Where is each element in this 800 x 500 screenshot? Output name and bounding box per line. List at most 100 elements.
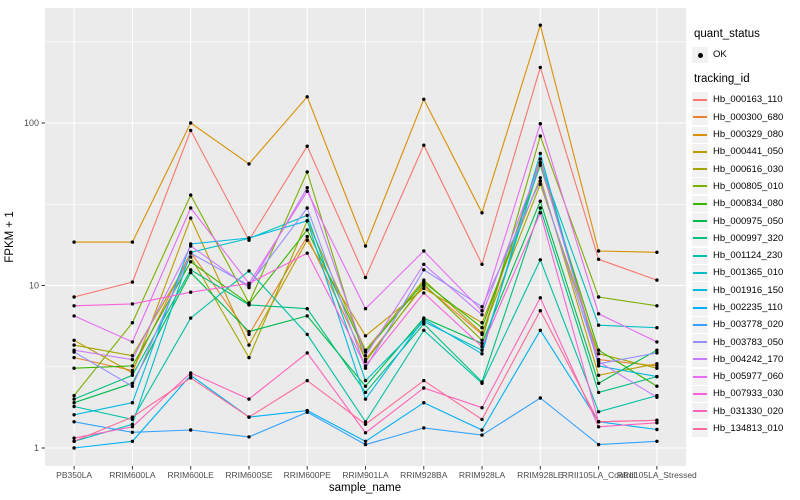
data-point (363, 442, 368, 447)
data-point (596, 442, 601, 447)
data-point (189, 371, 193, 375)
data-point (72, 436, 76, 440)
series-color-key-icon (692, 282, 708, 299)
data-point (538, 161, 542, 165)
legend-item: Hb_004242_170 (692, 351, 800, 368)
data-point (305, 219, 309, 223)
data-point (655, 395, 659, 399)
data-point (422, 426, 426, 430)
legend-item-ok: OK (692, 46, 800, 63)
legend-item-label: Hb_000616_030 (713, 163, 784, 175)
legend-item: Hb_000163_110 (692, 91, 800, 108)
data-point (247, 329, 251, 334)
data-point (305, 95, 309, 99)
data-point (655, 250, 659, 254)
data-point (189, 216, 193, 220)
data-point (189, 428, 193, 432)
legend-quant-status-title: quant_status (694, 28, 760, 40)
data-point (655, 326, 659, 330)
legend-item-label: Hb_000805_010 (713, 180, 784, 192)
data-point (538, 122, 542, 126)
data-point (596, 312, 601, 316)
data-point (72, 304, 76, 308)
data-point (596, 359, 601, 364)
data-point (422, 280, 426, 284)
data-point (363, 397, 368, 401)
data-point (480, 313, 484, 317)
series-color-key-icon (692, 264, 708, 281)
series-color-key-icon (692, 385, 708, 402)
legend-item-label: Hb_001124_230 (713, 250, 783, 262)
data-point (422, 328, 426, 332)
legend-item-label: Hb_007933_030 (713, 388, 784, 400)
data-point (538, 296, 542, 300)
data-point (655, 418, 659, 422)
data-point (305, 228, 309, 232)
data-point (130, 439, 135, 443)
y-tick-label: 1 (34, 443, 39, 453)
legend-item: Hb_001916_150 (692, 282, 800, 299)
data-point (596, 390, 601, 395)
data-point (363, 350, 368, 354)
legend-item-label: Hb_000329_080 (713, 129, 784, 141)
x-tick-label: RRIM600LE (168, 470, 215, 480)
data-point (538, 134, 542, 138)
data-point (247, 303, 251, 307)
data-point (480, 352, 484, 356)
legend-quant-status-items: OK (692, 46, 800, 63)
legend-item: Hb_007933_030 (692, 385, 800, 402)
data-point (363, 422, 368, 426)
data-point (480, 345, 484, 349)
series-color-key-icon (692, 403, 708, 420)
data-point (130, 422, 135, 426)
data-point (130, 364, 135, 368)
data-point (538, 157, 542, 161)
data-point (363, 390, 368, 395)
data-point (130, 371, 135, 375)
x-tick-label: RRIM928LE (517, 470, 564, 480)
data-point (305, 332, 309, 337)
data-point (538, 182, 542, 186)
data-point (130, 368, 135, 373)
x-tick-label: RRII105LA_Control (562, 470, 636, 480)
legend-item: Hb_002235_110 (692, 299, 800, 316)
y-tick-label: 100 (24, 118, 39, 128)
data-point (538, 309, 542, 313)
data-point (305, 170, 309, 174)
legend-item: Hb_000300_680 (692, 109, 800, 126)
data-point (480, 417, 484, 422)
data-point (480, 309, 484, 313)
data-point (363, 431, 368, 435)
data-point (130, 280, 135, 284)
legend-item: Hb_003778_020 (692, 316, 800, 333)
series-color-key-icon (692, 420, 708, 437)
data-point (130, 373, 135, 377)
data-point (72, 420, 76, 424)
data-point (538, 328, 542, 332)
data-point (596, 323, 601, 327)
data-point (72, 366, 76, 370)
data-point (538, 206, 542, 210)
data-point (72, 355, 76, 360)
legend-item: Hb_000997_320 (692, 230, 800, 247)
data-point (480, 338, 484, 342)
ok-point-key-icon (692, 46, 708, 63)
legend-item-label: Hb_002235_110 (713, 302, 783, 313)
data-point (480, 406, 484, 410)
x-tick-label: RRIM600LA (109, 470, 156, 480)
legend-item-label: Hb_000300_680 (713, 111, 784, 123)
data-point (305, 351, 309, 355)
series-color-key-icon (692, 126, 708, 143)
data-point (538, 199, 542, 203)
data-point (655, 374, 659, 379)
data-point (72, 401, 76, 405)
data-point (363, 307, 368, 311)
data-point (130, 430, 135, 434)
legend-item-label: Hb_000997_320 (713, 232, 784, 244)
series-color-key-icon (692, 178, 708, 195)
data-point (422, 378, 426, 383)
data-point (305, 144, 309, 148)
data-point (247, 332, 251, 337)
data-point (189, 206, 193, 210)
data-point (655, 439, 659, 443)
